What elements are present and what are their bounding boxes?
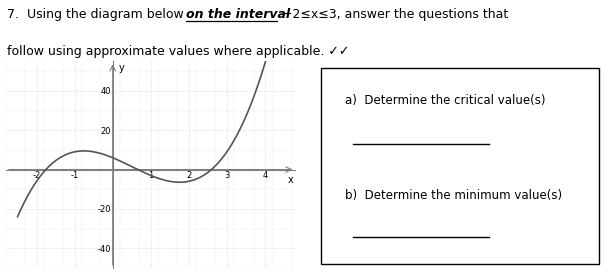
Point: [486, 142, 493, 146]
FancyBboxPatch shape: [321, 68, 599, 264]
Text: follow using approximate values where applicable. ✓✓: follow using approximate values where ap…: [7, 45, 349, 58]
Point: [349, 142, 357, 146]
Text: x: x: [288, 175, 293, 186]
Point: [486, 235, 493, 239]
Text: 7.  Using the diagram below: 7. Using the diagram below: [7, 8, 188, 21]
Point: [349, 235, 357, 239]
Text: y: y: [119, 63, 124, 73]
Text: a)  Determine the critical value(s): a) Determine the critical value(s): [345, 94, 545, 107]
Text: b)  Determine the minimum value(s): b) Determine the minimum value(s): [345, 189, 562, 202]
Text: on the interval: on the interval: [186, 8, 290, 21]
Text: −2≤x≤3, answer the questions that: −2≤x≤3, answer the questions that: [278, 8, 508, 21]
